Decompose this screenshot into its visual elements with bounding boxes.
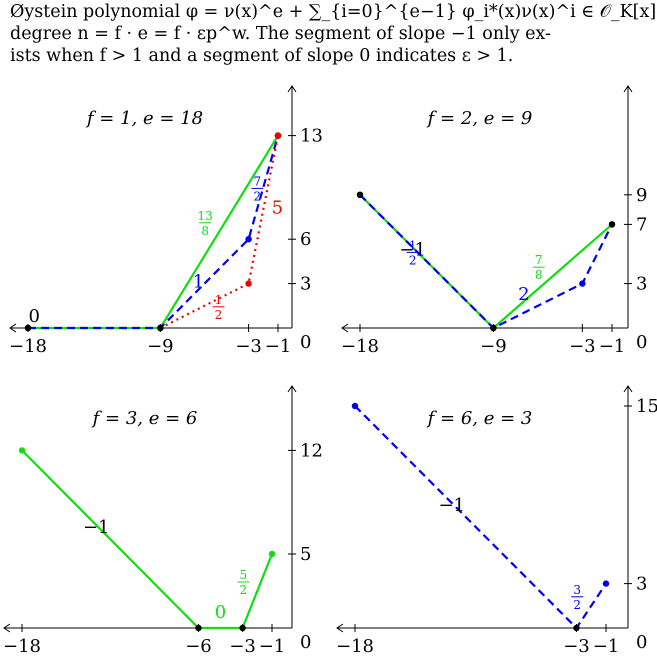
panel-1-slope-label-den: 2	[215, 308, 223, 322]
panel-1-slope-label-den: 8	[201, 224, 209, 238]
panel-2-slope-label: 12	[406, 238, 419, 267]
panel-4-slope-label-num: 3	[573, 583, 581, 597]
panel-2-slope-label: 2	[518, 284, 529, 305]
panel-2-point	[579, 280, 586, 287]
panel-2-series-blue	[359, 194, 613, 330]
panel-3-slope-label-den: 2	[239, 583, 247, 597]
panel-3-slope-label: 52	[237, 568, 250, 597]
panel-4-series-blue	[354, 405, 607, 630]
panel-3-xtick-label: −18	[3, 636, 41, 657]
panel-2-slope-label: 78	[532, 253, 545, 282]
panel-4-xtick-label: −1	[593, 636, 620, 657]
panel-2-ytick-label: 7	[636, 214, 647, 235]
panel-3-ytick-label: 5	[300, 544, 311, 565]
panel-3-point	[195, 624, 202, 632]
panel-1-ytick-label: 13	[300, 126, 323, 147]
panel-1-slope-label-num: 7	[253, 174, 261, 188]
panel-1-xtick-label: −1	[265, 336, 292, 357]
panel-1-point	[245, 236, 252, 243]
panel-4-y-arrow	[623, 385, 633, 393]
panel-1-slope-label: 72	[251, 174, 264, 203]
panel-3-ytick-label: 12	[300, 440, 323, 461]
panel-3-series-green	[21, 449, 274, 630]
panel-4-xtick-label: −18	[336, 636, 374, 657]
panel-2-series-green	[359, 194, 613, 330]
panel-1-ytick-label: 0	[300, 332, 311, 353]
panel-1-slope-label-den: 2	[253, 189, 261, 203]
panel-1-slope-label: 5	[272, 198, 283, 219]
panel-2-ytick-label: 0	[636, 332, 647, 353]
panel-1-xtick-label: −18	[9, 336, 47, 357]
panel-4-title: f = 6, e = 3	[426, 408, 533, 429]
panel-2-xtick-label: −9	[480, 336, 507, 357]
panel-4-point	[351, 402, 359, 410]
panel-2-ytick-label: 9	[636, 185, 647, 206]
panel-3-x-arrow	[3, 623, 11, 633]
panel-4-point	[573, 624, 580, 632]
panel-1-slope-label: 12	[212, 293, 225, 322]
panel-1-point	[245, 280, 252, 287]
panel-3-point	[268, 550, 276, 558]
panel-1-x-arrow	[9, 323, 17, 333]
panel-1-point	[157, 324, 164, 332]
panel-3-slope-label: 0	[215, 602, 226, 623]
panel-1-series-red	[159, 135, 280, 329]
panel-2-slope-label-num: 7	[535, 253, 543, 267]
panel-2-xtick-label: −1	[599, 336, 626, 357]
panel-3-title: f = 3, e = 6	[91, 408, 198, 429]
panel-4-x-arrow	[336, 623, 344, 633]
panel-4-ytick-label: 0	[636, 632, 647, 653]
panel-1-series-blue	[28, 135, 280, 330]
panel-1-y-arrow	[287, 85, 297, 93]
panel-4-slope-label: 32	[571, 583, 584, 612]
panel-3-y-arrow	[287, 385, 297, 393]
panel-1-point	[274, 132, 282, 139]
panel-3-ytick-label: 0	[300, 632, 311, 653]
caption-line-3: ists when f > 1 and a segment of slope 0…	[10, 46, 514, 66]
panel-1-slope-label: 0	[28, 306, 39, 327]
panel-2-slope-label-den: 2	[409, 253, 417, 267]
panel-3-slope-label: −1	[83, 517, 110, 538]
panel-3-xtick-label: −3	[229, 636, 256, 657]
panel-1-slope-label: 1	[193, 272, 204, 293]
panel-3-xtick-label: −6	[185, 636, 212, 657]
panel-4-xtick-label: −3	[563, 636, 590, 657]
panel-2-ytick-label: 3	[636, 274, 647, 295]
panel-2-y-arrow	[623, 85, 633, 93]
panel-1-slope-label: 138	[198, 209, 213, 238]
panel-1-xtick-label: −9	[147, 336, 174, 357]
panel-4-point	[602, 580, 610, 587]
panel-4-slope-label-den: 2	[573, 598, 581, 612]
panel-2-slope-label-num: 1	[409, 238, 417, 252]
panel-1-title: f = 1, e = 18	[85, 108, 203, 129]
panel-1-slope-label-num: 13	[198, 209, 213, 223]
panel-4-ytick-label: 15	[636, 396, 657, 417]
panel-3-slope-label-num: 5	[239, 568, 247, 582]
panel-2-xtick-label: −18	[341, 336, 379, 357]
panel-1-point	[24, 324, 32, 332]
panel-1-ytick-label: 3	[300, 274, 311, 295]
panel-2-title: f = 2, e = 9	[426, 108, 533, 129]
panel-4-ytick-label: 3	[636, 574, 647, 595]
panel-1-ytick-label: 6	[300, 229, 311, 250]
panel-4-slope-label: −1	[438, 495, 465, 516]
caption-line-1: Øystein polynomial φ = ν(x)^e + ∑_{i=0}^…	[10, 2, 657, 22]
panel-1-series-green	[28, 135, 279, 330]
figure-caption: Øystein polynomial φ = ν(x)^e + ∑_{i=0}^…	[0, 0, 657, 92]
panel-2-point	[490, 324, 497, 332]
panel-2-point	[608, 221, 616, 228]
panel-3-xtick-label: −1	[259, 636, 286, 657]
panel-3-point	[239, 624, 246, 632]
panel-2-xtick-label: −3	[569, 336, 596, 357]
panel-1-xtick-label: −3	[235, 336, 262, 357]
caption-line-2: degree n = f · e = f · εp^w. The segment…	[10, 24, 551, 44]
panel-1-slope-label-num: 1	[215, 293, 223, 307]
panel-3-point	[18, 447, 26, 454]
panel-2-point	[356, 191, 364, 198]
panel-2-slope-label-den: 8	[535, 268, 543, 282]
panel-2-x-arrow	[341, 323, 349, 333]
